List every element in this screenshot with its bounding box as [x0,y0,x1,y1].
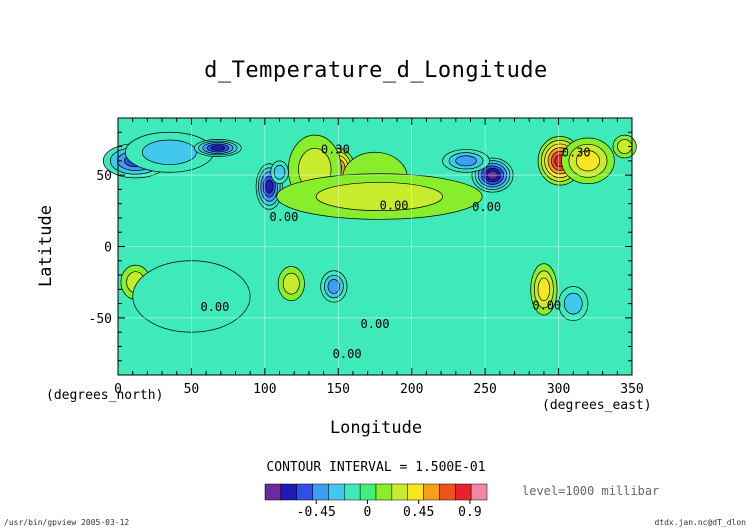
contour-band-3-4 [265,179,274,194]
colorbar-cell [470,483,488,501]
contour-band-2-4 [210,145,225,151]
colorbar-cell [439,483,456,501]
colorbar-cell [312,483,329,501]
contour-band-1-1 [141,139,197,165]
colorbar-cell [280,483,297,501]
contour-label: 0.00 [361,317,390,331]
x-tick-label: 150 [327,382,350,397]
y-axis-unit: (degrees_north) [46,388,164,403]
y-tick-label: -50 [89,312,112,327]
colorbar-cell [264,483,282,501]
colorbar-cell [359,483,377,501]
x-tick-label: 0 [114,382,122,397]
colorbar-cell [328,483,345,501]
footer-file-variable: dtdx.jan.nc@dT_dlon [654,518,746,527]
x-tick-label: 250 [473,382,496,397]
contour-label: 0.30 [321,143,350,157]
colorbar-tick-label: 0.45 [403,505,434,520]
colorbar-cell [455,483,472,501]
y-axis-label: Latitude [36,205,56,287]
contour-label: 0.00 [333,347,362,361]
x-tick-label: 300 [547,382,570,397]
colorbar-cell [344,483,361,501]
x-axis-unit: (degrees_east) [542,398,652,413]
contour-label: 0.00 [532,298,561,312]
contour-band-17-1 [563,292,583,315]
contour-label: 0.00 [472,200,501,214]
colorbar-tick-label: 0 [364,505,372,520]
x-axis-label: Longitude [329,418,423,438]
x-tick-label: 350 [620,382,643,397]
colorbar-cell [391,483,408,501]
colorbar-cell [423,483,440,501]
contour-band-14-1 [282,272,300,295]
footer-program-date: /usr/bin/gpview 2005-03-12 [4,518,130,527]
contour-label: 0.30 [562,146,591,160]
colorbar-cell [296,483,313,501]
contour-band-18-1 [315,182,444,211]
contour-band-4-1 [273,164,286,180]
colorbar-cell [407,483,424,501]
y-tick-label: 50 [96,169,112,184]
colorbar-tick-label: 0.9 [458,505,481,520]
x-tick-label: 50 [184,382,200,397]
contour-label: 0.00 [269,210,298,224]
contour-band-16-2 [537,277,551,302]
contour-interval-text: CONTOUR INTERVAL = 1.500E-01 [266,460,486,475]
contour-band-9-2 [455,155,477,167]
x-tick-label: 200 [400,382,423,397]
contour-label: 0.00 [380,198,409,212]
contour-label: 0.00 [200,300,229,314]
y-tick-label: 0 [104,241,112,256]
colorbar-cell [375,483,393,501]
x-tick-label: 100 [253,382,276,397]
chart-title: d_Temperature_d_Longitude [204,58,548,83]
contour-band-15-2 [327,279,341,294]
contour-band-11-2 [575,150,600,172]
colorbar-tick-label: -0.45 [297,505,336,520]
level-text: level=1000 millibar [522,484,660,498]
